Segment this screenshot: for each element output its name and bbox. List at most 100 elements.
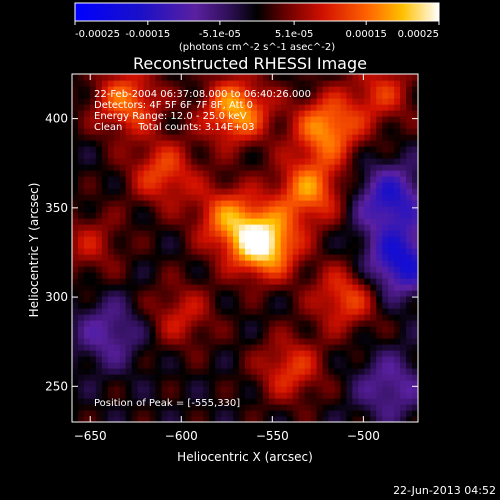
heatmap-cell	[179, 254, 186, 261]
heatmap-cell	[298, 320, 306, 327]
heatmap-cell	[388, 326, 395, 333]
x-tick-label: −600	[165, 429, 198, 443]
heatmap-cell	[298, 236, 306, 243]
heatmap-cell	[185, 134, 192, 141]
heatmap-cell	[77, 116, 85, 123]
heatmap-cell	[245, 188, 252, 195]
heatmap-cell	[274, 194, 282, 201]
heatmap-cell	[334, 176, 342, 183]
heatmap-cell	[203, 374, 210, 381]
heatmap-cell	[400, 314, 407, 321]
heatmap-cell	[191, 188, 198, 195]
heatmap-cell	[286, 308, 294, 315]
heatmap-cell	[101, 92, 109, 99]
heatmap-cell	[77, 200, 85, 207]
heatmap-cell	[358, 266, 365, 273]
heatmap-cell	[298, 302, 306, 309]
heatmap-cell	[131, 116, 139, 123]
heatmap-cell	[304, 194, 312, 201]
heatmap-cell	[334, 284, 342, 291]
heatmap-cell	[286, 170, 294, 177]
heatmap-cell	[185, 206, 192, 213]
heatmap-cell	[370, 410, 377, 417]
heatmap-cell	[310, 182, 318, 189]
heatmap-cell	[334, 410, 342, 417]
heatmap-cell	[245, 278, 252, 285]
heatmap-cell	[250, 410, 258, 417]
heatmap-cell	[388, 278, 395, 285]
heatmap-cell	[382, 314, 389, 321]
heatmap-cell	[376, 164, 383, 171]
heatmap-cell	[125, 308, 133, 315]
heatmap-cell	[83, 284, 91, 291]
heatmap-cell	[149, 368, 157, 375]
heatmap-cell	[322, 380, 330, 387]
heatmap-cell	[101, 368, 109, 375]
heatmap-cell	[149, 212, 157, 219]
heatmap-cell	[286, 236, 294, 243]
heatmap-cell	[191, 320, 198, 327]
heatmap-cell	[322, 116, 330, 123]
heatmap-cell	[346, 308, 353, 315]
heatmap-cell	[173, 116, 180, 123]
heatmap-cell	[215, 266, 222, 273]
heatmap-cell	[95, 86, 103, 93]
heatmap-cell	[215, 122, 222, 129]
heatmap-cell	[286, 332, 294, 339]
heatmap-cell	[400, 212, 407, 219]
heatmap-cell	[209, 368, 216, 375]
heatmap-cell	[400, 188, 407, 195]
heatmap-cell	[143, 140, 151, 147]
heatmap-cell	[250, 326, 258, 333]
heatmap-cell	[364, 242, 371, 249]
heatmap-cell	[203, 230, 210, 237]
heatmap-cell	[203, 296, 210, 303]
heatmap-cell	[268, 350, 276, 357]
heatmap-cell	[209, 404, 216, 411]
heatmap-cell	[304, 200, 312, 207]
heatmap-cell	[167, 296, 175, 303]
heatmap-cell	[406, 410, 413, 417]
heatmap-cell	[250, 170, 258, 177]
heatmap-cell	[72, 86, 79, 93]
heatmap-cell	[119, 368, 127, 375]
heatmap-cell	[89, 206, 97, 213]
heatmap-cell	[125, 332, 133, 339]
heatmap-cell	[388, 158, 395, 165]
heatmap-cell	[83, 344, 91, 351]
heatmap-cell	[209, 80, 216, 87]
heatmap-cell	[113, 98, 121, 105]
heatmap-cell	[250, 104, 258, 111]
heatmap-cell	[119, 194, 127, 201]
heatmap-cell	[191, 356, 198, 363]
heatmap-cell	[161, 350, 169, 357]
heatmap-cell	[382, 284, 389, 291]
heatmap-cell	[346, 188, 353, 195]
heatmap-cell	[400, 278, 407, 285]
heatmap-cell	[256, 164, 264, 171]
heatmap-cell	[131, 272, 139, 279]
heatmap-cell	[358, 380, 365, 387]
heatmap-cell	[233, 272, 240, 279]
heatmap-cell	[131, 230, 139, 237]
heatmap-cell	[161, 392, 169, 399]
heatmap-cell	[197, 212, 204, 219]
heatmap-cell	[72, 278, 79, 285]
heatmap-cell	[203, 410, 210, 417]
heatmap-cell	[268, 392, 276, 399]
heatmap-cell	[72, 128, 79, 135]
heatmap-cell	[322, 176, 330, 183]
heatmap-cell	[334, 242, 342, 249]
heatmap-cell	[203, 134, 210, 141]
heatmap-cell	[370, 350, 377, 357]
heatmap-cell	[274, 200, 282, 207]
heatmap-cell	[376, 116, 383, 123]
heatmap-cell	[364, 272, 371, 279]
heatmap-cell	[227, 110, 234, 117]
heatmap-cell	[131, 374, 139, 381]
heatmap-cell	[149, 254, 157, 261]
heatmap-cell	[334, 236, 342, 243]
heatmap-cell	[394, 86, 401, 93]
heatmap-cell	[125, 416, 133, 422]
heatmap-cell	[292, 200, 300, 207]
